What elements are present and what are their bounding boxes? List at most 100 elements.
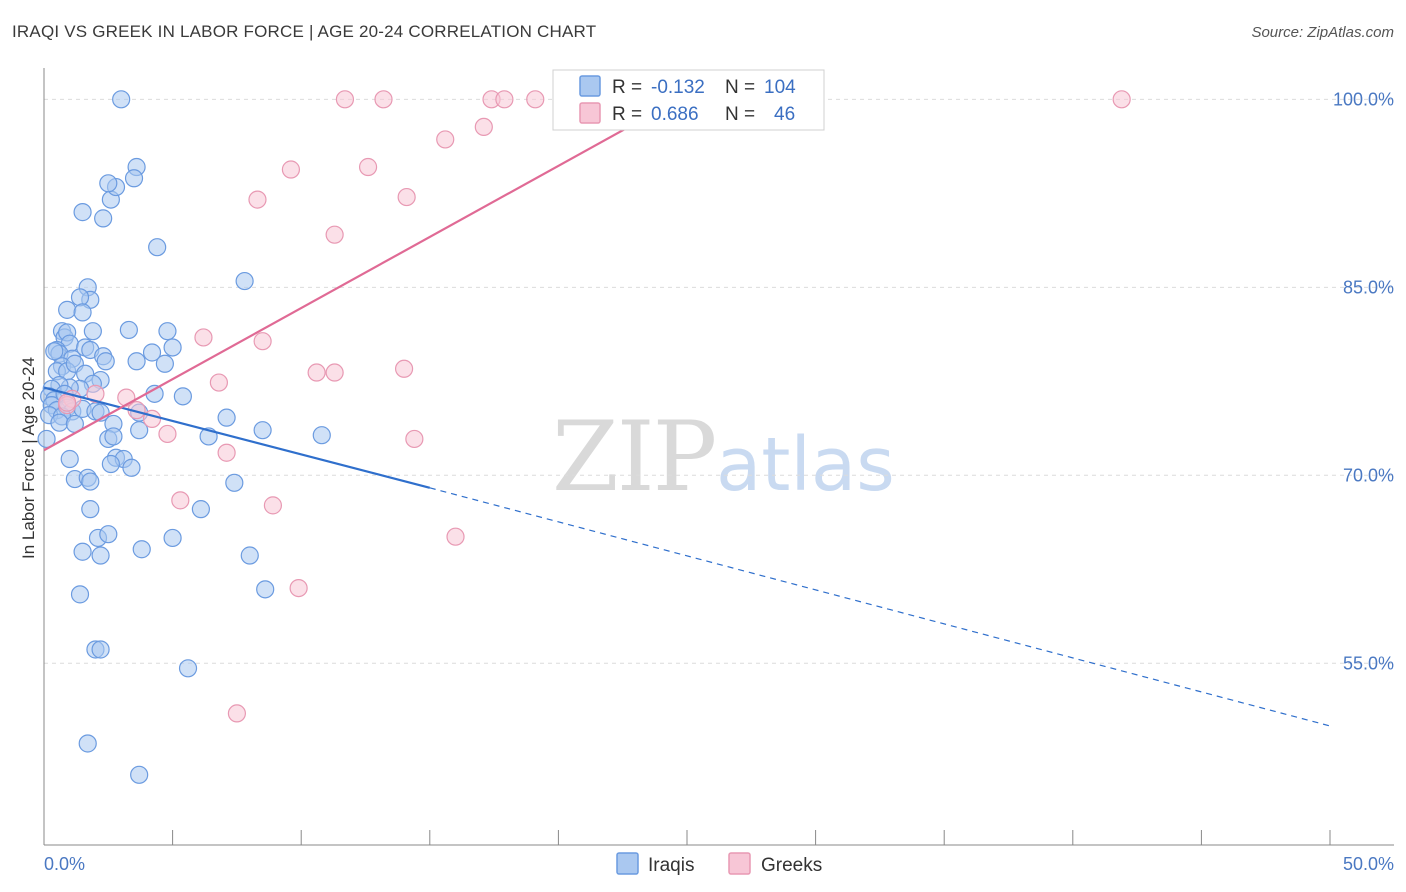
legend-label-greeks: Greeks (761, 855, 822, 876)
point-greeks (253, 332, 272, 351)
point-iraqis (225, 473, 244, 492)
trend-lines (43, 79, 1331, 727)
point-iraqis (81, 472, 100, 491)
point-greeks (281, 160, 301, 179)
legend: Iraqis Greeks (616, 852, 822, 876)
watermark-atlas: atlas (716, 422, 895, 508)
point-iraqis (70, 288, 90, 307)
y-tick-label: 55.0% (1343, 653, 1394, 673)
stats-swatch-iraqis (579, 75, 601, 97)
point-greeks (227, 704, 246, 723)
point-iraqis (104, 427, 123, 446)
point-iraqis (142, 343, 162, 362)
point-greeks (248, 190, 267, 209)
point-iraqis (37, 429, 56, 449)
point-iraqis (130, 421, 149, 440)
point-iraqis (91, 640, 110, 659)
point-greeks (495, 90, 514, 109)
point-iraqis (155, 354, 174, 373)
point-iraqis (99, 525, 118, 544)
point-greeks (358, 157, 378, 177)
point-iraqis (240, 546, 259, 565)
point-iraqis (58, 300, 77, 319)
point-iraqis (163, 528, 182, 548)
point-iraqis (45, 342, 64, 361)
point-greeks (474, 117, 493, 137)
legend-swatch-greeks (728, 852, 751, 875)
point-greeks (394, 359, 414, 378)
legend-swatch-iraqis (616, 852, 639, 875)
trend-line-iraqis-projection (429, 487, 1331, 727)
y-axis-label: In Labor Force | Age 20-24 (19, 357, 38, 559)
point-greeks (194, 328, 213, 347)
y-tick-labels: 55.0% 70.0% 85.0% 100.0% (1333, 89, 1394, 673)
scatter-points (37, 90, 1131, 784)
trend-line-iraqis (43, 386, 431, 489)
x-ticks (43, 830, 1331, 845)
point-greeks (397, 187, 416, 207)
point-greeks (436, 130, 455, 149)
stats-r-label-1: R = (612, 77, 642, 98)
grid-lines (44, 98, 1394, 664)
point-iraqis (50, 413, 69, 432)
point-iraqis (60, 449, 79, 469)
point-iraqis (158, 322, 177, 341)
point-iraqis (73, 542, 92, 561)
point-greeks (335, 90, 355, 109)
point-greeks (325, 225, 344, 244)
point-iraqis (91, 546, 110, 565)
stats-r-value-2: 0.686 (651, 104, 699, 125)
stats-r-value-1: -0.132 (651, 77, 705, 98)
point-greeks (325, 363, 344, 382)
point-greeks (217, 443, 236, 462)
point-iraqis (178, 659, 198, 678)
point-iraqis (78, 734, 97, 753)
point-iraqis (235, 271, 254, 291)
point-iraqis (253, 421, 272, 440)
point-iraqis (101, 454, 120, 474)
point-iraqis (96, 352, 115, 371)
point-greeks (526, 90, 545, 109)
point-iraqis (94, 209, 113, 228)
point-greeks (446, 527, 465, 546)
point-iraqis (163, 338, 182, 357)
point-iraqis (127, 352, 146, 371)
point-iraqis (81, 500, 100, 519)
axes (43, 68, 1394, 846)
point-greeks (289, 578, 308, 598)
point-iraqis (70, 585, 90, 604)
point-iraqis (191, 500, 210, 519)
point-greeks (405, 429, 424, 449)
point-greeks (209, 373, 228, 392)
chart-source: Source: ZipAtlas.com (1251, 24, 1394, 41)
point-iraqis (124, 169, 144, 188)
point-iraqis (256, 580, 275, 599)
point-iraqis (73, 203, 92, 222)
point-greeks (307, 363, 326, 382)
point-iraqis (217, 408, 236, 427)
point-iraqis (130, 765, 149, 784)
point-iraqis (99, 174, 118, 193)
point-greeks (1112, 90, 1131, 109)
stats-r-label-2: R = (612, 104, 642, 125)
point-iraqis (119, 320, 138, 340)
stats-n-label-1: N = (725, 77, 755, 98)
stats-n-value-1: 104 (764, 77, 796, 98)
stats-swatch-greeks (579, 102, 601, 124)
point-greeks (171, 491, 190, 510)
stats-n-value-2: 46 (774, 104, 795, 125)
y-tick-label: 70.0% (1343, 465, 1394, 485)
stats-n-label-2: N = (725, 104, 755, 125)
point-greeks (142, 409, 162, 429)
point-greeks (86, 384, 105, 403)
stats-box: R = -0.132 N = 104 R = 0.686 N = 46 (552, 69, 825, 131)
point-greeks (374, 90, 393, 109)
point-iraqis (73, 303, 92, 322)
point-greeks (58, 393, 77, 412)
point-iraqis (312, 426, 331, 445)
x-tick-label-max: 50.0% (1343, 854, 1394, 874)
point-iraqis (122, 458, 141, 477)
trend-line-greeks (43, 79, 714, 452)
point-iraqis (112, 90, 131, 109)
